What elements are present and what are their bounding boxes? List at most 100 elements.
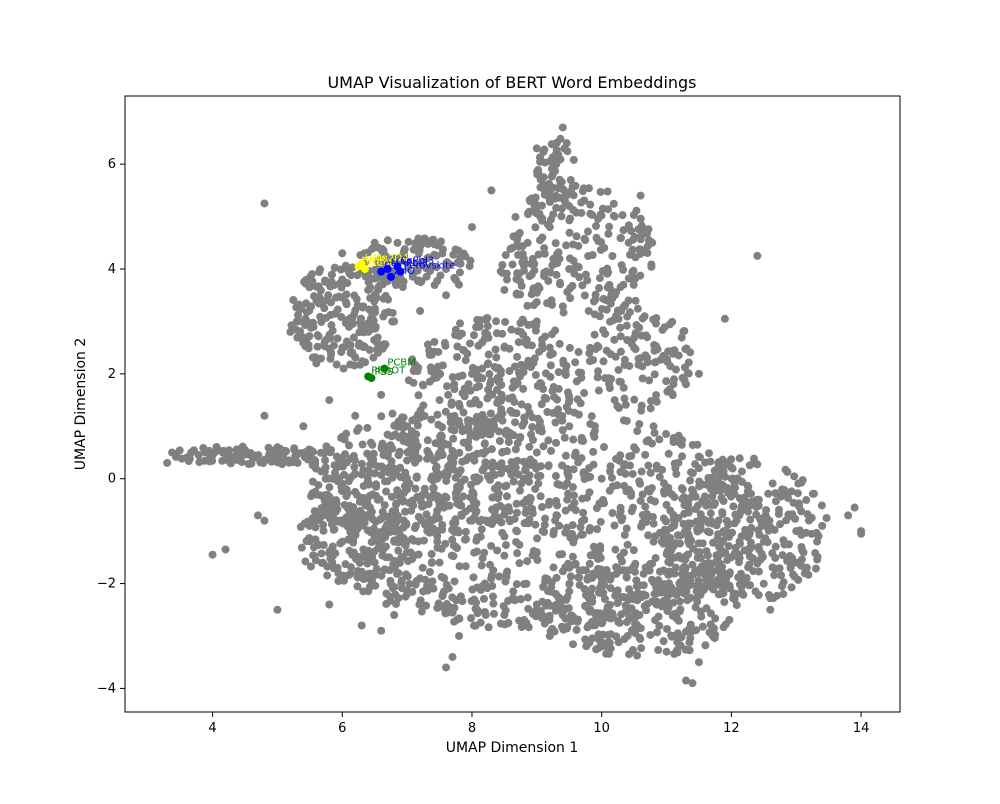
background-point	[330, 309, 339, 318]
background-point	[668, 317, 677, 326]
background-point	[730, 595, 739, 604]
background-point	[665, 567, 674, 576]
background-point	[487, 186, 496, 195]
background-point	[682, 627, 691, 636]
background-point	[342, 290, 351, 299]
background-point	[609, 211, 618, 220]
background-point	[319, 341, 328, 350]
background-point	[511, 445, 520, 454]
background-point	[374, 285, 383, 294]
background-point	[525, 471, 534, 480]
background-point	[730, 519, 739, 528]
background-point	[290, 444, 299, 453]
point-label: PSS	[374, 367, 393, 378]
background-point	[636, 624, 645, 633]
background-point	[691, 505, 700, 514]
background-point	[552, 438, 561, 447]
background-point	[655, 472, 664, 481]
background-point	[524, 210, 533, 219]
background-point	[613, 598, 622, 607]
background-point	[781, 465, 790, 474]
background-point	[708, 578, 717, 587]
background-point	[709, 626, 718, 635]
background-point	[472, 383, 481, 392]
background-point	[598, 618, 607, 627]
background-point	[659, 532, 668, 541]
background-point	[555, 599, 564, 608]
background-point	[470, 498, 479, 507]
background-point	[729, 589, 738, 598]
background-point	[574, 241, 583, 250]
background-point	[539, 173, 548, 182]
background-point	[822, 513, 831, 522]
background-point	[613, 402, 622, 411]
background-point	[635, 610, 644, 619]
background-point	[370, 335, 379, 344]
background-point	[560, 433, 569, 442]
background-point	[508, 244, 517, 253]
background-point	[579, 184, 588, 193]
background-point	[475, 517, 484, 526]
background-point	[650, 428, 659, 437]
background-point	[341, 560, 350, 569]
background-point	[701, 559, 710, 568]
background-point	[793, 489, 802, 498]
background-point	[334, 576, 343, 585]
background-point	[437, 432, 446, 441]
background-point	[553, 511, 562, 520]
y-tick-label: 0	[108, 472, 116, 487]
background-point	[669, 375, 678, 384]
background-point	[321, 456, 330, 465]
background-point	[406, 548, 415, 557]
background-point	[646, 468, 655, 477]
background-point	[681, 645, 690, 654]
background-point	[568, 182, 577, 191]
background-point	[554, 405, 563, 414]
background-point	[321, 491, 330, 500]
background-point	[316, 448, 325, 457]
background-point	[602, 305, 611, 314]
background-point	[363, 319, 372, 328]
background-point	[429, 476, 438, 485]
background-point	[753, 559, 762, 568]
background-point	[643, 229, 652, 238]
background-point	[529, 301, 538, 310]
background-point	[371, 480, 380, 489]
background-point	[707, 485, 716, 494]
background-point	[649, 422, 658, 431]
background-point	[477, 561, 486, 570]
background-point	[788, 510, 797, 519]
background-point	[655, 621, 664, 630]
background-point	[396, 495, 405, 504]
background-point	[558, 302, 567, 311]
background-point	[844, 511, 853, 520]
background-point	[529, 546, 538, 555]
background-point	[386, 527, 395, 536]
background-point	[368, 576, 377, 585]
background-point	[469, 573, 478, 582]
background-point	[537, 379, 546, 388]
background-point	[219, 446, 228, 455]
point-label: LiCoO2	[368, 258, 404, 269]
background-point	[461, 356, 470, 365]
background-point	[662, 624, 671, 633]
background-point	[590, 422, 599, 431]
background-point	[365, 274, 374, 283]
background-point	[654, 612, 663, 621]
background-point	[423, 340, 432, 349]
background-point	[612, 588, 621, 597]
background-point	[606, 614, 615, 623]
background-point	[677, 484, 686, 493]
background-point	[785, 540, 794, 549]
background-point	[383, 452, 392, 461]
background-point	[650, 589, 659, 598]
background-point	[617, 261, 626, 270]
background-point	[391, 430, 400, 439]
background-point	[586, 209, 595, 218]
background-point	[538, 527, 547, 536]
background-point	[433, 410, 442, 419]
background-point	[453, 352, 462, 361]
background-point	[410, 524, 419, 533]
background-point	[524, 604, 533, 613]
background-point	[689, 570, 698, 579]
